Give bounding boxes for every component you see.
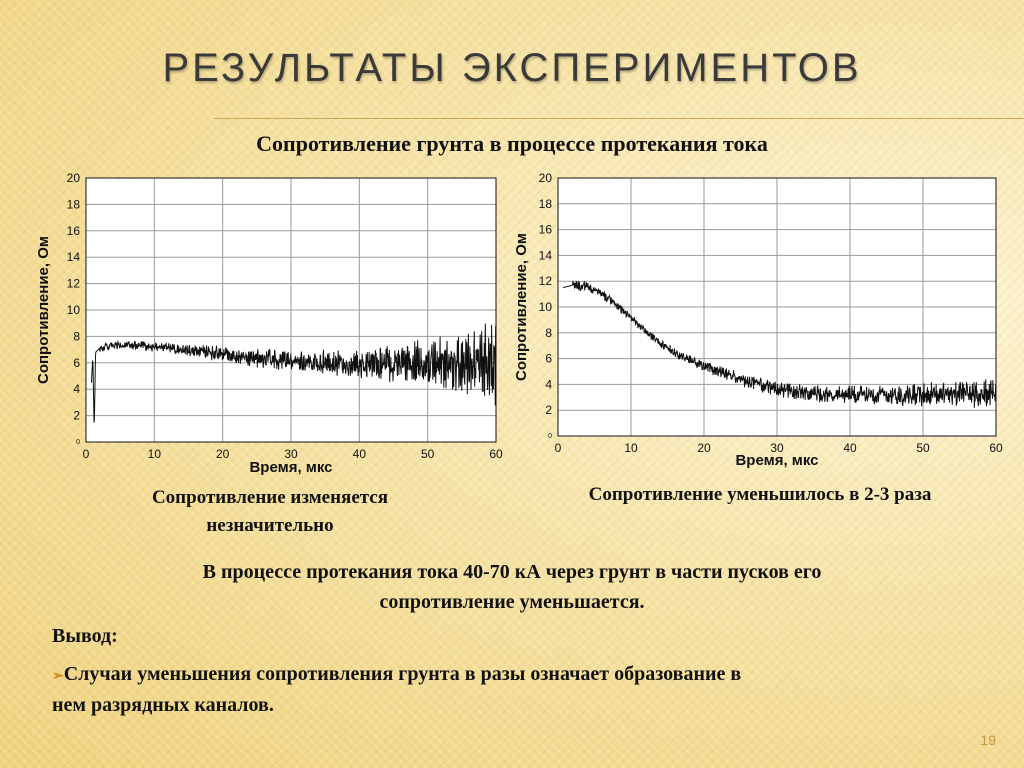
caption-left-line-1: Сопротивление изменяется — [151, 487, 389, 508]
y-axis-label: Сопротивление, Ом — [513, 233, 530, 381]
x-tick-label: 10 — [148, 447, 162, 461]
y-tick-label: 10 — [67, 303, 81, 317]
y-tick-label: 12 — [539, 274, 553, 288]
x-tick-label: 50 — [916, 441, 930, 455]
bullet-arrow-icon: ➢ — [52, 669, 64, 684]
x-tick-label: 60 — [489, 447, 503, 461]
y-tick-label: 16 — [539, 223, 553, 237]
y-tick-label: 20 — [67, 171, 81, 185]
title-divider — [214, 118, 1024, 119]
y-tick-label: 14 — [539, 248, 553, 262]
y-tick-label: 14 — [67, 250, 81, 264]
statement: В процессе протекания тока 40-70 кА чере… — [0, 557, 1024, 617]
x-axis-label: Время, мкс — [735, 452, 818, 468]
y-tick-label: 2 — [73, 409, 80, 423]
y-tick-label: 18 — [67, 197, 81, 211]
y-tick-label: 12 — [67, 277, 81, 291]
conclusion-label: Вывод: — [52, 625, 118, 647]
x-tick-label: 40 — [843, 441, 857, 455]
x-tick-label: 10 — [624, 441, 638, 455]
bullet-line-1: ➢Случаи уменьшения сопротивления грунта … — [52, 660, 992, 691]
y-tick-label: 4 — [545, 377, 552, 391]
y-tick-label: 8 — [73, 329, 80, 343]
series-line — [90, 323, 497, 423]
y-tick-label: 8 — [545, 326, 552, 340]
plot-frame — [557, 177, 997, 437]
x-axis-label: Время, мкс — [249, 459, 332, 476]
series-line — [562, 280, 997, 408]
caption-right: Сопротивление уменьшилось в 2-3 раза — [588, 484, 932, 505]
bullet-text-1: Случаи уменьшения сопротивления грунта в… — [63, 663, 742, 685]
chart-resistance-decreased: 0 10 20 30 40 50 60 2 4 6 8 10 12 14 16 18 20 0 Сопротивле… — [513, 171, 1003, 468]
slide-title: РЕЗУЛЬТАТЫ ЭКСПЕРИМЕНТОВ — [162, 46, 862, 90]
y-tick-label: 20 — [539, 171, 553, 185]
x-tick-label: 50 — [421, 447, 435, 461]
page-number: 19 — [980, 732, 996, 748]
x-tick-label: 60 — [989, 441, 1003, 455]
y-tick-label: 18 — [539, 197, 553, 211]
x-tick-label: 20 — [216, 447, 230, 461]
x-tick-label: 30 — [284, 447, 298, 461]
x-tick-label: 40 — [353, 447, 367, 461]
y-origin-label: 0 — [76, 439, 80, 446]
slide-subtitle: Сопротивление грунта в процессе протекан… — [256, 131, 768, 156]
y-tick-label: 6 — [73, 356, 80, 370]
x-tick-label: 0 — [83, 447, 90, 461]
chart-resistance-unchanged: 0 10 20 30 40 50 60 2 4 6 8 10 12 14 16 18 20 0 Сопротивле… — [35, 171, 503, 476]
plot-frame — [85, 177, 497, 443]
conclusion-bullet: ➢Случаи уменьшения сопротивления грунта … — [52, 660, 992, 719]
y-tick-label: 2 — [545, 403, 552, 417]
x-tick-label: 20 — [697, 441, 711, 455]
y-tick-label: 10 — [539, 300, 553, 314]
y-tick-label: 6 — [545, 352, 552, 366]
y-tick-label: 16 — [67, 224, 81, 238]
caption-left-line-2: незначительно — [206, 515, 334, 536]
bullet-line-2: нем разрядных каналов. — [52, 694, 274, 716]
caption-left: Сопротивление изменяется незначительно — [100, 487, 440, 537]
y-tick-label: 4 — [73, 382, 80, 396]
statement-line-1: В процессе протекания тока 40-70 кА чере… — [202, 561, 822, 583]
y-axis-label: Сопротивление, Ом — [35, 236, 52, 384]
y-origin-label: 0 — [548, 433, 552, 440]
x-tick-label: 30 — [770, 441, 784, 455]
x-tick-label: 0 — [555, 441, 562, 455]
statement-line-2: сопротивление уменьшается. — [379, 591, 645, 613]
